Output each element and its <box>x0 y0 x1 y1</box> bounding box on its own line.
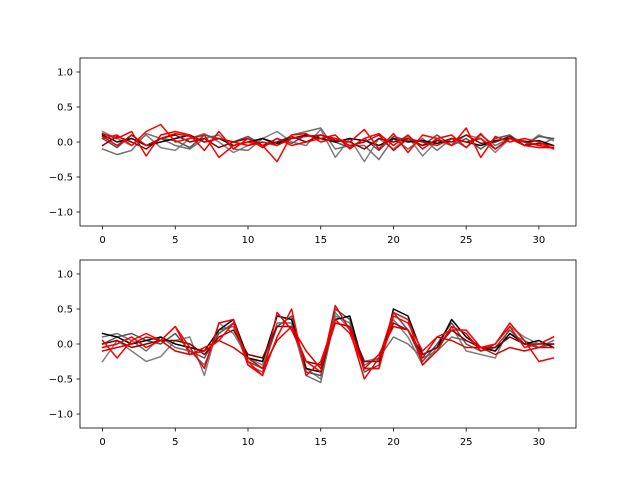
x-tick-label: 0 <box>99 437 105 448</box>
y-tick-label: 0.5 <box>57 103 73 114</box>
x-tick-label: 15 <box>314 437 327 448</box>
y-tick-label: −0.5 <box>49 375 73 386</box>
series-line-4 <box>101 134 555 150</box>
y-tick-label: −0.5 <box>49 173 73 184</box>
y-tick-label: 0.0 <box>57 340 73 351</box>
top-chart: 0 5 10 15 20 25 30 −1.0 −0.5 0.0 0.5 1.0 <box>49 57 577 246</box>
y-tick-label: −1.0 <box>49 208 73 219</box>
x-tick-label: 10 <box>242 437 255 448</box>
x-tick-label: 30 <box>533 437 546 448</box>
x-tick-label: 25 <box>460 437 473 448</box>
y-tick-label: 1.0 <box>57 270 73 281</box>
series-line-6 <box>101 308 555 377</box>
bottom-chart: 0 5 10 15 20 25 30 −1.0 −0.5 0.0 0.5 1.0 <box>49 259 577 448</box>
x-tick-label: 5 <box>172 437 178 448</box>
series-line-7 <box>101 132 555 152</box>
x-tick-label: 0 <box>99 235 105 246</box>
series-group <box>101 304 555 384</box>
y-tick-label: 0.5 <box>57 305 73 316</box>
series-line-7 <box>101 322 555 370</box>
x-tick-label: 5 <box>172 235 178 246</box>
y-tick-label: −1.0 <box>49 410 73 421</box>
x-tick-label: 20 <box>387 437 400 448</box>
x-tick-label: 30 <box>533 235 546 246</box>
x-tick-label: 15 <box>314 235 327 246</box>
x-tick-label: 20 <box>387 235 400 246</box>
series-group <box>101 123 555 163</box>
y-tick-label: 0.0 <box>57 138 73 149</box>
x-tick-label: 25 <box>460 235 473 246</box>
series-line-6 <box>101 123 555 163</box>
y-tick-label: 1.0 <box>57 68 73 79</box>
x-tick-label: 10 <box>242 235 255 246</box>
